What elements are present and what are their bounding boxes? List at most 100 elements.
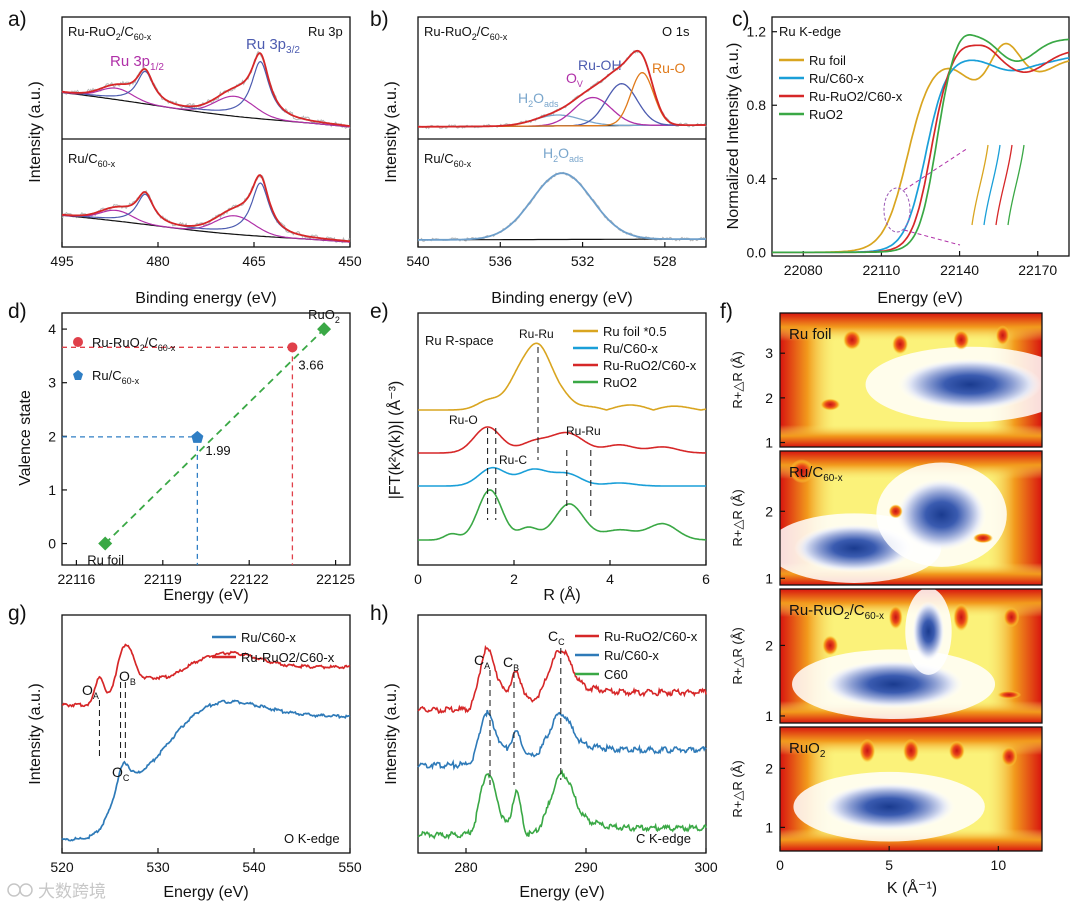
raw-data-line	[61, 174, 351, 244]
y-tick-label: 3	[48, 375, 56, 391]
map-frame	[779, 588, 1043, 724]
panel-c: c) Normalized Intensity (a.u.) Energy (e…	[725, 8, 1070, 307]
panel-d-xlabel: Energy (eV)	[163, 587, 248, 604]
y-tick-label: 2	[765, 637, 773, 653]
panel-b-ruoh-label: Ru-OH	[578, 57, 622, 73]
map-ylabel: R+△R (Å)	[730, 760, 745, 817]
panel-g-curves	[61, 643, 351, 842]
panel-a-curves	[61, 50, 351, 244]
panel-d-ylabel: Valence state	[17, 390, 34, 486]
x-tick-label: 290	[574, 859, 598, 875]
map-red-lobe	[953, 603, 970, 632]
panel-g-ylabel: Intensity (a.u.)	[27, 683, 44, 784]
x-tick-label: 4	[606, 571, 614, 587]
panel-g-ob-label: OB	[119, 668, 136, 687]
y-tick-label: 2	[765, 503, 773, 519]
x-tick-label: 465	[242, 253, 266, 269]
watermark-logo-icon-2	[19, 883, 33, 897]
panel-g-oa-label: OA	[82, 682, 99, 701]
c60-line	[417, 769, 707, 840]
y-tick-label: 1	[765, 819, 773, 835]
panel-label-h: h)	[370, 602, 389, 625]
x-tick-label: 530	[146, 859, 170, 875]
panel-b-ov-label: OV	[566, 70, 583, 89]
inset-line	[995, 144, 1013, 226]
legend-label: Ru/C60-x	[603, 341, 658, 356]
raw-data-line	[61, 50, 351, 129]
panel-h-edge: C K-edge	[636, 831, 691, 846]
panel-e-frame	[417, 312, 707, 566]
panel-a-frame	[61, 16, 351, 248]
legend-label: RuO2	[809, 107, 843, 122]
map-ylabel: R+△R (Å)	[730, 627, 745, 684]
panel-h-ca-label: CA	[474, 652, 490, 671]
map-red-lobe	[892, 334, 909, 355]
panel-h-curves	[417, 644, 707, 840]
panel-d-legend-marker-1	[73, 337, 83, 347]
legend-label: Ru/C60-x	[809, 71, 864, 86]
panel-h-cb-label: CB	[503, 654, 519, 673]
ru-foil-label: Ru foil	[87, 553, 124, 568]
ru-ruo2-c60-value-label: 3.66	[298, 357, 323, 372]
panel-a-edge: Ru 3p	[308, 24, 343, 39]
panel-h-legend: Ru-RuO2/C60-x Ru/C60-x C60	[575, 629, 698, 682]
y-tick-label: 2	[48, 428, 56, 444]
panel-b-curves	[417, 49, 707, 242]
map-red-lobe	[843, 329, 862, 350]
y-tick-label: 0.0	[747, 244, 767, 260]
map-blue-lobe	[912, 601, 945, 662]
y-tick-label: 1	[765, 435, 773, 451]
map-red-lobe	[888, 504, 903, 519]
panel-label-c: c)	[732, 8, 750, 31]
y-tick-label: 1	[765, 708, 773, 724]
panel-b-ruo-label: Ru-O	[652, 60, 686, 76]
x-tick-label: 22170	[1018, 262, 1057, 278]
wavelet-map-2	[780, 451, 1042, 585]
x-tick-label: 22119	[144, 571, 182, 587]
x-tick-label: 480	[146, 253, 170, 269]
map-red-lobe	[903, 738, 919, 763]
ru-c60-line	[418, 466, 706, 487]
ru-fit-line	[61, 60, 351, 127]
panel-e-curves	[418, 342, 707, 541]
panel-g-legend: Ru/C60-x Ru-RuO2/C60-x	[212, 630, 335, 665]
panel-a-bottom-title: Ru/C60-x	[68, 151, 116, 169]
panel-b-xticks: 540 536 532 528	[406, 242, 677, 269]
ruo2-label: RuO2	[308, 307, 340, 325]
panel-a: a) Intensity (a.u.) Binding energy (eV) …	[8, 8, 362, 307]
panel-h-xticks: 280 290 300	[454, 848, 718, 875]
panel-e: e) |FT(k²χ(k))| (Å⁻³) R (Å) Ru R-space 0…	[370, 300, 710, 604]
panel-e-title: Ru R-space	[425, 333, 494, 348]
x-tick-label: 280	[454, 859, 478, 875]
ru-ruo2-c60-marker	[287, 342, 298, 353]
x-tick-label: 22140	[940, 262, 979, 278]
panel-b-edge: O 1s	[662, 24, 690, 39]
ru-c60-value-label: 1.99	[205, 443, 230, 458]
panel-d-frame	[61, 312, 351, 566]
y-tick-label: 2	[765, 390, 773, 406]
x-tick-label: 528	[653, 253, 677, 269]
ruo2-marker	[317, 322, 332, 337]
panel-e-ruo-label: Ru-O	[449, 413, 478, 427]
panel-label-d: d)	[8, 300, 27, 323]
panel-f-xlabel: K (Å⁻¹)	[887, 878, 937, 897]
panel-a-top-title: Ru-RuO2/C60-x	[68, 24, 152, 42]
map-red-lobe	[973, 533, 994, 544]
y-tick-label: 4	[48, 321, 56, 337]
x-tick-label: 0	[776, 857, 784, 873]
ru-c60-line	[417, 709, 707, 771]
panel-a-xticks: 495 480 465 450	[50, 242, 362, 269]
wavelet-map-1	[780, 313, 1042, 447]
map-title: Ru-RuO2/C60-x	[789, 602, 884, 622]
x-tick-label: 450	[338, 253, 362, 269]
panel-b-frame	[417, 16, 707, 248]
map-blue-lobe	[896, 478, 987, 551]
panel-c-curves	[772, 34, 1070, 254]
panel-e-ruc-label: Ru-C	[499, 453, 527, 467]
map-red-lobe	[997, 690, 1022, 699]
panel-c-ticks: 22080 22110 22140 22170 0.0 0.4 0.8 1.2	[747, 24, 1058, 278]
y-tick-label: 1	[48, 482, 56, 498]
